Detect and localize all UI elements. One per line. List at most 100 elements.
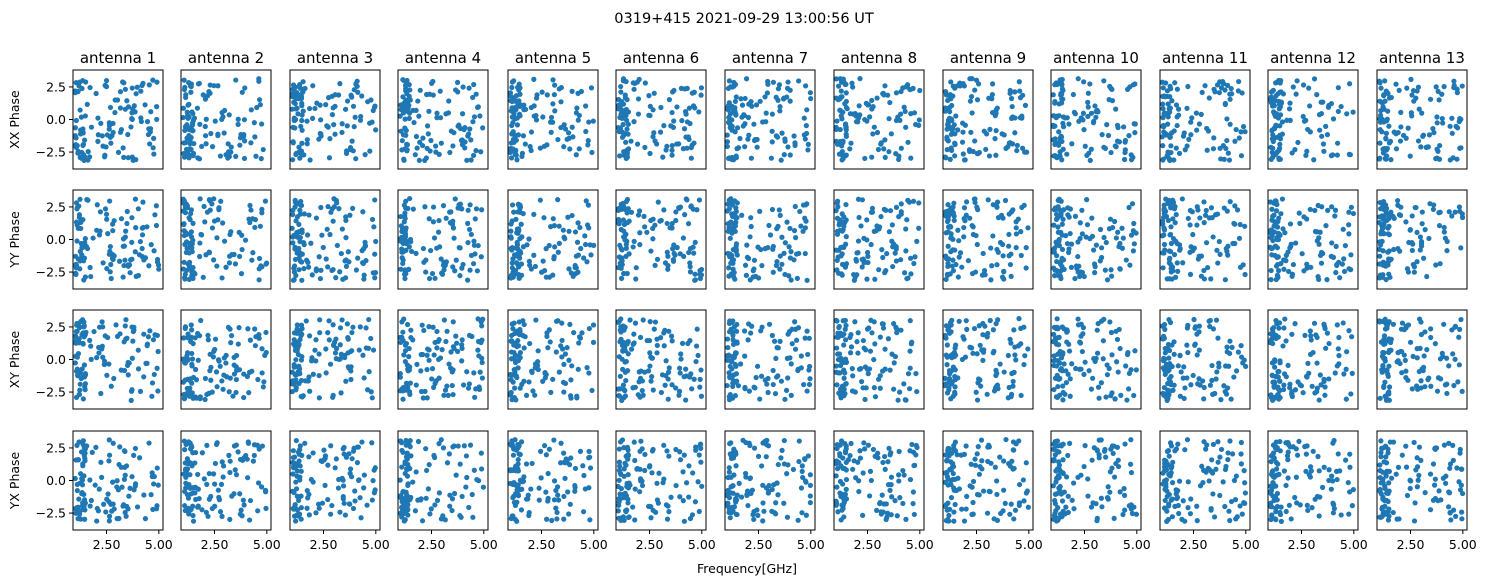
- data-point: [350, 205, 356, 211]
- data-point: [112, 109, 118, 116]
- data-point: [972, 196, 978, 202]
- data-point: [1281, 325, 1287, 331]
- data-point: [1055, 224, 1061, 230]
- data-point: [1342, 243, 1348, 249]
- data-point: [1090, 375, 1096, 381]
- data-point: [340, 276, 346, 282]
- data-point: [750, 274, 756, 280]
- data-point: [1082, 359, 1088, 365]
- data-point: [893, 90, 900, 96]
- data-point: [82, 240, 88, 246]
- data-point: [1237, 221, 1243, 228]
- data-point: [111, 506, 117, 512]
- data-point: [405, 205, 411, 212]
- data-point: [412, 152, 418, 158]
- data-point: [739, 212, 745, 218]
- data-point: [994, 370, 1000, 376]
- data-point: [402, 210, 408, 216]
- data-point: [839, 388, 845, 395]
- data-point: [859, 264, 865, 270]
- data-point: [1268, 277, 1274, 283]
- data-point: [877, 385, 883, 391]
- data-point: [775, 345, 781, 351]
- data-point: [406, 345, 412, 352]
- data-point: [1283, 338, 1289, 344]
- data-point: [1203, 207, 1209, 214]
- data-point: [97, 209, 104, 215]
- data-point: [1182, 385, 1188, 391]
- data-point: [106, 437, 112, 443]
- data-point: [1314, 389, 1320, 395]
- data-point: [870, 131, 876, 137]
- data-point: [1095, 320, 1101, 327]
- data-point: [622, 344, 628, 351]
- data-point: [510, 146, 516, 152]
- data-point: [512, 369, 518, 375]
- data-point: [132, 109, 138, 115]
- data-point: [671, 87, 677, 94]
- data-point: [1238, 343, 1244, 349]
- data-point: [470, 94, 476, 101]
- data-point: [1434, 388, 1441, 394]
- data-point: [634, 79, 640, 85]
- data-point: [1232, 138, 1238, 144]
- data-point: [204, 481, 210, 487]
- data-point: [104, 132, 110, 138]
- data-point: [537, 145, 543, 151]
- data-point: [1012, 89, 1018, 95]
- data-point: [742, 386, 748, 392]
- data-point: [698, 367, 704, 373]
- data-point: [1301, 214, 1307, 220]
- data-point: [344, 98, 351, 104]
- data-point: [1322, 384, 1328, 390]
- data-point: [961, 224, 967, 231]
- data-point: [414, 361, 420, 367]
- data-point: [869, 205, 876, 211]
- data-point: [105, 231, 111, 237]
- data-point: [1270, 87, 1276, 93]
- data-point: [1060, 124, 1067, 130]
- data-point: [519, 150, 526, 156]
- data-point: [1104, 122, 1110, 128]
- data-point: [1121, 156, 1128, 163]
- data-point: [674, 141, 680, 147]
- data-point: [89, 449, 95, 455]
- data-point: [180, 196, 186, 202]
- data-point: [535, 359, 541, 365]
- data-point: [544, 333, 550, 339]
- data-point: [726, 265, 732, 271]
- data-point: [74, 481, 80, 488]
- data-point: [573, 265, 579, 271]
- data-point: [655, 199, 661, 205]
- data-point: [187, 216, 193, 223]
- data-point: [847, 146, 853, 152]
- data-point: [134, 84, 140, 90]
- data-point: [732, 98, 739, 105]
- data-point: [154, 465, 160, 471]
- data-point: [438, 115, 444, 121]
- data-point: [1013, 225, 1019, 231]
- data-point: [347, 147, 354, 153]
- data-point: [143, 360, 149, 366]
- data-point: [429, 376, 435, 382]
- data-point: [728, 84, 734, 90]
- data-point: [202, 219, 208, 225]
- data-point: [833, 95, 839, 101]
- data-point: [290, 82, 297, 88]
- data-point: [624, 220, 630, 226]
- data-point: [1072, 111, 1078, 117]
- data-point: [758, 373, 765, 379]
- data-point: [689, 386, 695, 392]
- data-point: [317, 330, 323, 336]
- data-point: [1330, 254, 1337, 260]
- data-point: [993, 321, 999, 327]
- data-point: [776, 207, 782, 213]
- data-point: [1395, 197, 1401, 204]
- data-point: [441, 392, 447, 398]
- data-point: [644, 229, 650, 235]
- data-point: [128, 124, 134, 130]
- data-point: [526, 379, 532, 385]
- data-point: [1085, 113, 1091, 120]
- data-point: [555, 136, 561, 143]
- data-point: [1459, 388, 1465, 395]
